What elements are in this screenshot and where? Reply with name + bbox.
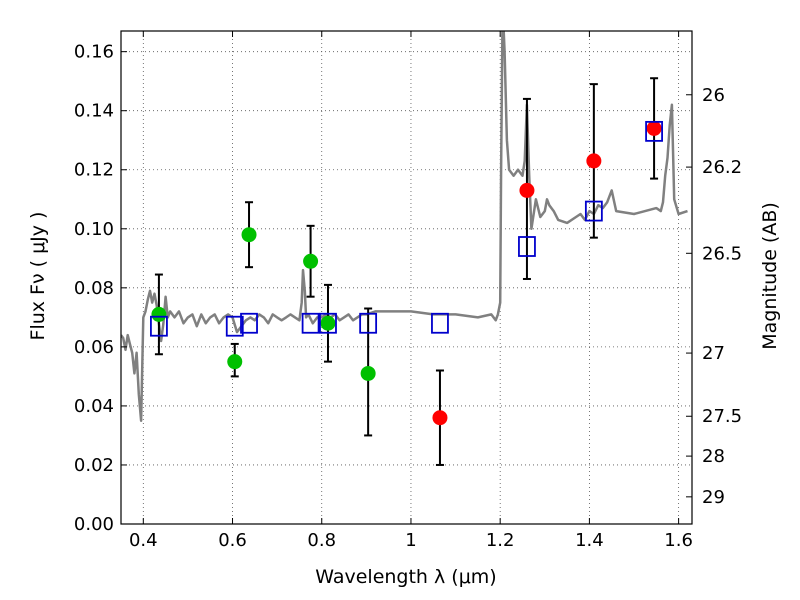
data-point-green: [360, 365, 376, 381]
model-photometry-square: [518, 236, 536, 257]
y-tick-label: 0.00: [74, 514, 114, 535]
y-tick-label: 0.06: [74, 337, 114, 358]
data-point-green: [320, 315, 336, 331]
right-tick-label: 28: [702, 446, 725, 467]
y-tick-label: 0.08: [74, 278, 114, 299]
y-tick-label: 0.16: [74, 42, 114, 63]
x-tick-label: 1.4: [575, 530, 604, 551]
axes: 0.4 0.6 0.8 1 1.2 1.4 1.6 0.00 0.02 0.04 0.06 0.08 0…: [74, 30, 742, 551]
data-point-red: [646, 120, 662, 136]
y-tick-label: 0.02: [74, 455, 114, 476]
right-tick-label: 27.5: [702, 406, 742, 427]
x-tick-label: 1.6: [664, 530, 693, 551]
data-point-green: [151, 306, 167, 322]
data-point-red: [586, 153, 602, 169]
y-tick-label: 0.12: [74, 160, 114, 181]
model-photometry-square: [240, 312, 258, 334]
model-photometry-square: [225, 315, 244, 337]
right-tick-label: 29: [702, 487, 725, 508]
x-tick-label: 1.2: [486, 530, 515, 551]
right-tick-label: 27: [702, 343, 725, 364]
model-photometry-square: [319, 312, 337, 334]
y-tick-label: 0.14: [74, 101, 114, 122]
model-photometry-square: [584, 200, 603, 222]
data-point-red: [432, 410, 448, 426]
right-tick-label: 26: [702, 85, 725, 106]
x-tick-label: 0.8: [307, 530, 336, 551]
x-axis-label: Wavelength λ (μm): [315, 566, 496, 588]
data-point-red: [519, 182, 535, 198]
right-axis-label: Magnitude (AB): [759, 202, 781, 350]
data-point-green: [241, 227, 257, 243]
right-tick-label: 26.5: [702, 243, 742, 264]
model-photometry-square: [301, 312, 320, 334]
y-tick-label: 0.04: [74, 396, 114, 417]
model-photometry-square: [431, 312, 449, 334]
model-photometry-square: [645, 120, 663, 142]
plot-area: [121, 31, 688, 466]
y-tick-label: 0.10: [74, 219, 114, 240]
x-tick-label: 0.4: [129, 530, 158, 551]
axes-frame: [120, 30, 693, 525]
x-tick-label: 1: [405, 530, 416, 551]
model-photometry-square: [359, 312, 378, 334]
model-photometry-square: [150, 315, 168, 337]
x-tick-label: 0.6: [218, 530, 247, 551]
data-point-green: [303, 253, 319, 269]
data-point-green: [227, 354, 243, 370]
right-tick-label: 26.2: [702, 157, 742, 178]
y-axis-label: Flux Fν ( μJy ): [27, 212, 49, 341]
